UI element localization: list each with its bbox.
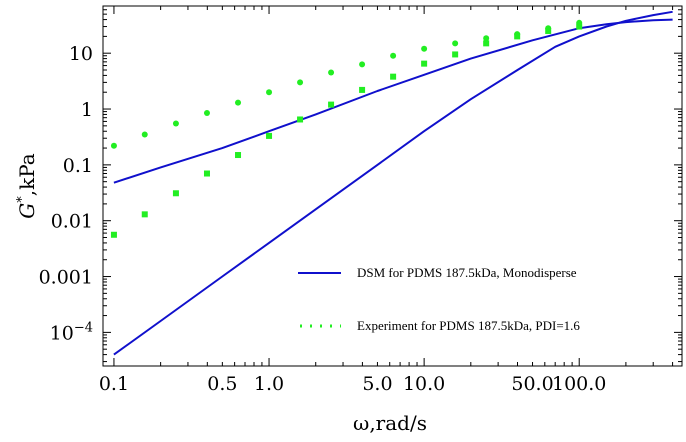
x-tick-label: 50.0: [511, 373, 553, 395]
experiment-point-square: [235, 152, 242, 159]
experiment-point-circle: [390, 52, 397, 59]
x-tick-label: 0.1: [99, 373, 129, 395]
series-clip-group: [110, 10, 673, 356]
experiment-point-square: [514, 33, 521, 40]
experiment-point-square: [203, 170, 210, 177]
experiment-point-square: [483, 40, 490, 47]
x-tick-label: 5.0: [362, 373, 392, 395]
y-axis-title-superscript: *: [15, 196, 30, 203]
experiment-point-square: [266, 132, 273, 139]
y-tick-label-exponent: −4: [74, 320, 93, 335]
y-tick-label: 10−4: [50, 320, 93, 344]
series-layer: [110, 10, 673, 356]
experiment-point-circle: [235, 99, 242, 106]
experiment-point-square: [421, 60, 428, 67]
experiment-point-circle: [452, 40, 459, 47]
experiment-point-circle: [421, 45, 428, 52]
experiment-point-square: [452, 51, 459, 58]
experiment-point-circle: [297, 79, 304, 86]
legend: DSM for PDMS 187.5kDa, Monodisperse Expe…: [298, 265, 580, 333]
x-axis-title: ω,rad/s: [353, 411, 427, 435]
experiment-point-square: [545, 27, 552, 34]
dsm-line-lower: [113, 10, 673, 356]
y-axis-title: G*,kPa: [15, 153, 39, 219]
experiment-point-square: [297, 116, 304, 123]
experiment-point-circle: [110, 142, 117, 149]
experiment-point-circle: [483, 35, 490, 42]
experiment-point-circle: [203, 109, 210, 116]
axis-ticks: [103, 5, 682, 366]
y-tick-label: 0.1: [63, 155, 93, 177]
experiment-point-circle: [172, 120, 179, 127]
y-axis-title-rest: ,kPa: [15, 153, 39, 196]
y-tick-label: 0.001: [39, 267, 93, 289]
y-tick-label: 0.01: [51, 211, 93, 233]
experiment-point-square: [141, 211, 148, 218]
experiment-point-square: [576, 23, 583, 30]
plot-frame: [102, 5, 683, 367]
experiment-point-circle: [141, 131, 148, 138]
experiment-point-square: [172, 190, 179, 197]
y-tick-label-base: 10: [50, 322, 74, 344]
experiment-point-circle: [359, 61, 366, 68]
experiment-point-square: [390, 73, 397, 80]
legend-label-dsm: DSM for PDMS 187.5kDa, Monodisperse: [357, 265, 577, 280]
experiment-point-square: [359, 86, 366, 93]
y-tick-label: 1: [81, 99, 93, 121]
y-tick-label: 10: [69, 43, 93, 65]
x-tick-label: 0.5: [207, 373, 237, 395]
legend-label-experiment: Experiment for PDMS 187.5kDa, PDI=1.6: [357, 318, 580, 333]
x-tick-label: 1.0: [254, 373, 284, 395]
experiment-point-circle: [266, 89, 273, 96]
experiment-point-square: [328, 101, 335, 108]
y-axis-title-symbol: G: [15, 203, 39, 219]
experiment-point-square: [110, 231, 117, 238]
experiment-point-circle: [328, 69, 335, 76]
x-tick-label: 10.0: [403, 373, 445, 395]
x-tick-label: 100.0: [552, 373, 606, 395]
